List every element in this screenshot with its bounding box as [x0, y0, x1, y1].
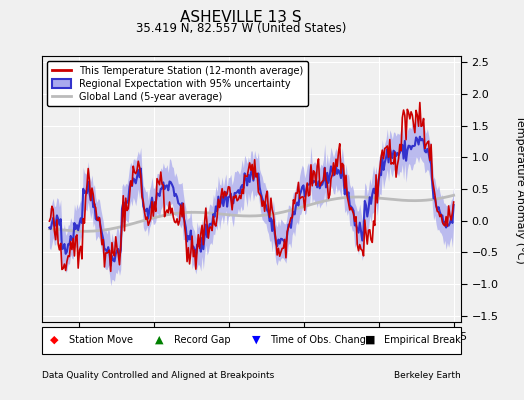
Text: Berkeley Earth: Berkeley Earth: [395, 371, 461, 380]
Text: ▼: ▼: [252, 335, 260, 345]
Y-axis label: Temperature Anomaly (°C): Temperature Anomaly (°C): [515, 115, 524, 263]
Text: Record Gap: Record Gap: [174, 335, 231, 345]
Text: ASHEVILLE 13 S: ASHEVILLE 13 S: [180, 10, 302, 25]
Text: ▲: ▲: [155, 335, 163, 345]
Text: ■: ■: [365, 335, 375, 345]
Text: ◆: ◆: [50, 335, 59, 345]
Text: Data Quality Controlled and Aligned at Breakpoints: Data Quality Controlled and Aligned at B…: [42, 371, 274, 380]
Text: Time of Obs. Change: Time of Obs. Change: [270, 335, 372, 345]
Text: Station Move: Station Move: [69, 335, 133, 345]
FancyBboxPatch shape: [42, 327, 461, 354]
Legend: This Temperature Station (12-month average), Regional Expectation with 95% uncer: This Temperature Station (12-month avera…: [47, 61, 308, 106]
Text: Empirical Break: Empirical Break: [384, 335, 460, 345]
Text: 35.419 N, 82.557 W (United States): 35.419 N, 82.557 W (United States): [136, 22, 346, 35]
